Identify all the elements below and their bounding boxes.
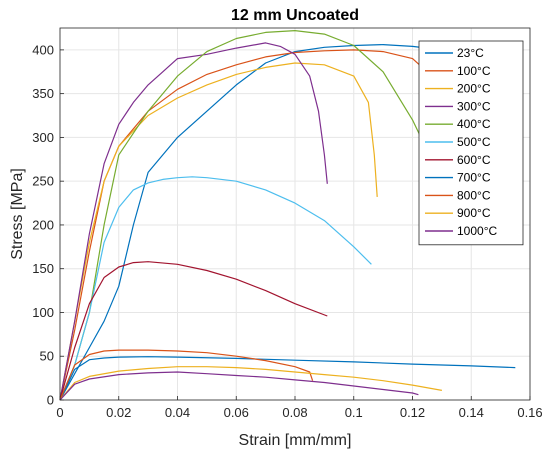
y-tick-label: 100 — [32, 305, 54, 320]
x-tick-label: 0.08 — [282, 405, 307, 420]
legend-label: 100°C — [457, 64, 491, 78]
legend-box — [418, 40, 524, 246]
legend-label: 900°C — [457, 206, 491, 220]
x-tick-label: 0.06 — [224, 405, 249, 420]
chart-title: 12 mm Uncoated — [231, 7, 359, 24]
y-tick-label: 50 — [40, 349, 54, 364]
legend-label: 400°C — [457, 117, 491, 131]
series-line-3 — [59, 42, 328, 401]
y-tick-label: 250 — [32, 174, 54, 189]
y-tick-label: 350 — [32, 86, 54, 101]
x-tick-label: 0.1 — [345, 405, 363, 420]
axis-ticks: 0 0.02 0.04 0.06 0.08 0.1 0.12 0.14 0.16 0 50 100 15… — [32, 42, 542, 420]
x-tick-label: 0 — [56, 405, 63, 420]
legend-label: 300°C — [457, 99, 491, 113]
x-tick-label: 0.14 — [459, 405, 484, 420]
series-line-7 — [59, 356, 516, 401]
legend: 23°C 100°C 200°C 300°C 400°C 500°C 600°C 700°C 8… — [418, 40, 524, 246]
legend-label: 1000°C — [457, 224, 497, 238]
legend-label: 800°C — [457, 188, 491, 202]
legend-label: 23°C — [457, 46, 484, 60]
y-tick-label: 300 — [32, 130, 54, 145]
x-tick-label: 0.02 — [106, 405, 131, 420]
series-line-6 — [59, 261, 328, 401]
legend-label: 500°C — [457, 135, 491, 149]
y-tick-label: 400 — [32, 42, 54, 57]
y-tick-label: 150 — [32, 261, 54, 276]
series-line-10 — [59, 371, 419, 401]
x-axis-label: Strain [mm/mm] — [239, 432, 352, 449]
legend-label: 700°C — [457, 171, 491, 185]
y-tick-label: 0 — [47, 393, 54, 408]
series-line-4 — [59, 30, 434, 401]
x-tick-label: 0.04 — [165, 405, 190, 420]
legend-label: 600°C — [457, 153, 491, 167]
series-line-2 — [59, 62, 378, 401]
series-line-9 — [59, 366, 443, 401]
series-line-8 — [59, 349, 314, 401]
y-axis-label: Stress [MPa] — [9, 168, 26, 260]
y-tick-label: 200 — [32, 217, 54, 232]
x-tick-label: 0.12 — [400, 405, 425, 420]
legend-label: 200°C — [457, 82, 491, 96]
series-line-5 — [59, 176, 372, 401]
x-tick-label: 0.16 — [517, 405, 542, 420]
